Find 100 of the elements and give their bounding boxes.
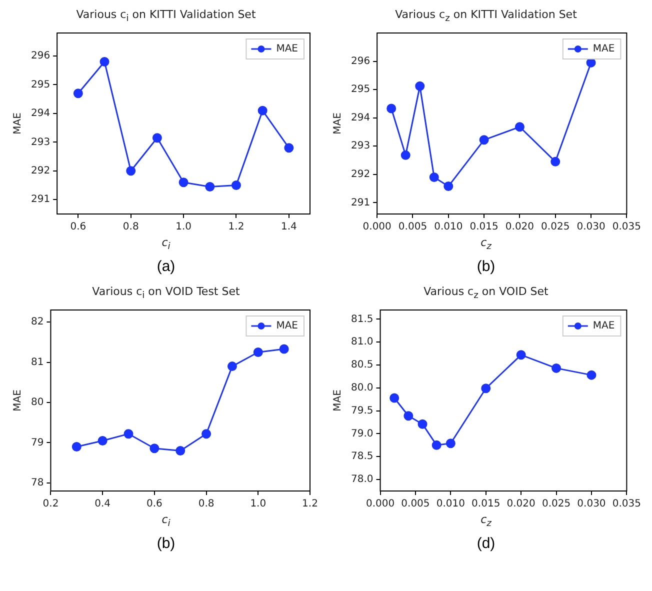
point [390,393,400,403]
legend-label: MAE [592,44,615,55]
point [550,156,560,166]
point [432,440,442,450]
x-tick-label: 0.6 [70,222,86,233]
point [202,429,212,439]
x-tick-label: 0.6 [146,498,162,510]
y-tick-label: 295 [350,84,370,96]
y-tick-label: 291 [30,194,50,206]
point [415,81,425,91]
x-tick-label: 0.015 [472,498,500,510]
x-tick-label: 0.4 [94,498,111,510]
point [279,344,289,354]
text: (b) [156,535,176,552]
y-tick-label: 79.5 [351,405,374,416]
point [126,166,136,176]
x-axis-title: c$_{z}$ [480,513,492,530]
y-axis-title: MAE [332,390,344,412]
x-tick-label: 0.020 [505,222,534,233]
text: (b) [476,258,496,275]
y-tick-label: 78.5 [351,451,374,462]
point [386,104,396,114]
point [446,438,456,448]
y-tick-label: 80.5 [351,360,374,371]
x-tick-label: 0.020 [506,498,536,510]
x-tick-label: 0.025 [542,498,571,510]
y-tick-label: 81 [30,356,44,368]
x-tick-label: 1.0 [176,222,192,233]
point [152,133,162,143]
x-tick-label: 0.030 [576,222,606,233]
y-tick-label: 294 [30,108,50,120]
point [73,88,83,98]
point [479,135,489,145]
point [418,419,428,429]
x-tick-label: 0.035 [612,222,642,233]
point [284,143,294,153]
y-axis-title: MAE [12,390,24,412]
point [231,180,241,190]
x-tick-label: 0.010 [436,498,465,510]
point [227,362,237,372]
point [400,150,410,160]
y-tick-label: 80 [30,397,44,408]
x-tick-label: 0.000 [362,222,392,233]
x-tick-label: 0.035 [612,498,642,510]
y-tick-label: 292 [350,169,370,180]
x-tick-label: 0.015 [470,222,498,233]
x-axis-title: c$_{i}$ [160,236,172,252]
x-tick-label: 0.8 [198,498,214,510]
point [586,370,596,380]
point [429,172,439,182]
x-tick-label: 0.005 [401,498,430,510]
y-tick-label: 293 [30,136,50,148]
point [552,363,562,373]
y-axis-title: MAE [12,112,24,134]
x-axis-title: c$_{i}$ [160,513,172,530]
legend-label: MAE [276,320,298,332]
point [176,446,186,456]
y-tick-label: 79.0 [351,428,374,440]
y-tick-label: 296 [30,50,50,62]
x-tick-label: 0.000 [366,498,395,510]
y-tick-label: 294 [350,112,370,124]
x-tick-label: 1.0 [250,498,266,510]
legend-label: MAE [276,44,298,55]
point [514,122,524,132]
point [404,411,414,421]
y-tick-label: 81.5 [351,314,374,325]
text: (d) [476,535,496,552]
point [124,429,134,439]
point [516,350,526,360]
y-tick-label: 296 [350,56,370,67]
y-tick-label: 82 [30,316,44,328]
y-tick-label: 79 [30,437,44,448]
y-tick-label: 80.0 [351,382,374,394]
point [481,384,491,394]
x-tick-label: 0.030 [577,498,606,510]
x-tick-label: 0.005 [398,222,428,233]
point [100,56,110,66]
y-tick-label: 78.0 [351,474,374,486]
point [178,178,188,188]
y-tick-label: 81.0 [351,336,374,348]
text: (a) [156,258,176,275]
y-tick-label: 78 [30,478,44,489]
point [444,182,454,192]
y-tick-label: 295 [30,79,50,90]
legend-label: MAE [592,320,615,332]
point [72,442,82,452]
x-tick-label: 0.010 [434,222,463,233]
chart-title: Various c$_{z}$ on VOID Set [422,285,550,302]
y-tick-label: 291 [350,197,370,208]
x-tick-label: 1.2 [302,498,318,510]
x-axis-title: c$_{z}$ [480,236,492,252]
y-tick-label: 293 [350,140,370,152]
point [258,106,268,116]
point [150,444,160,454]
point [98,436,108,446]
point [253,347,263,357]
chart-title: Various c$_{i}$ on VOID Test Set [91,285,241,302]
x-tick-label: 0.025 [541,222,570,233]
chart-title: Various c$_{i}$ on KITTI Validation Set [75,8,257,24]
x-tick-label: 0.8 [122,222,139,233]
